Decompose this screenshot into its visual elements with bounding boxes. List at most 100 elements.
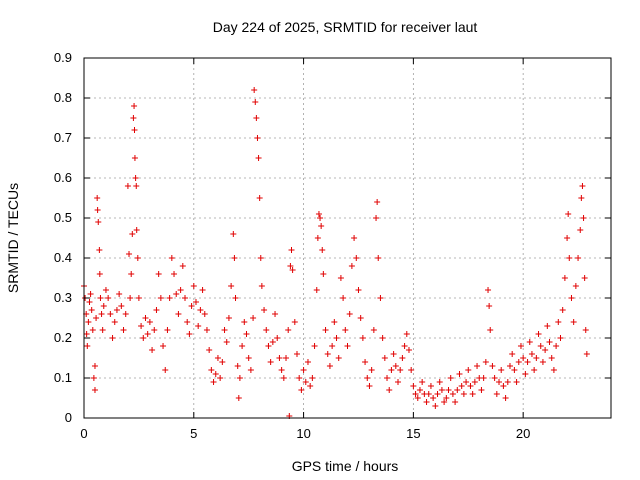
data-point [269, 339, 276, 345]
data-point [333, 335, 340, 341]
data-point [87, 291, 94, 297]
data-point [434, 391, 441, 397]
y-axis-label: SRMTID / TECUs [5, 183, 21, 293]
data-point [175, 311, 182, 317]
data-point [346, 311, 353, 317]
data-point [502, 395, 509, 401]
data-point [478, 387, 485, 393]
data-point [578, 195, 585, 201]
data-point [425, 391, 432, 397]
data-point [96, 247, 103, 253]
data-point [320, 271, 327, 277]
data-point [130, 115, 137, 121]
data-point [438, 387, 445, 393]
data-point [555, 319, 562, 325]
data-point [370, 327, 377, 333]
data-point [445, 387, 452, 393]
data-point [548, 355, 555, 361]
data-point [254, 135, 261, 141]
data-point [441, 399, 448, 405]
data-point [107, 311, 114, 317]
data-point [88, 307, 95, 313]
data-point [113, 307, 120, 313]
data-point [368, 367, 375, 373]
data-point [173, 291, 180, 297]
data-point [515, 359, 522, 365]
data-point [566, 255, 573, 261]
data-point [122, 311, 129, 317]
grid-lines [84, 58, 611, 418]
data-point [221, 327, 228, 333]
data-point [397, 367, 404, 373]
data-point [582, 327, 589, 333]
y-tick-label: 0.8 [54, 90, 72, 105]
data-point [168, 255, 175, 261]
data-point [524, 359, 531, 365]
data-point [192, 299, 199, 305]
data-point [487, 327, 494, 333]
y-tick-label: 0.5 [54, 210, 72, 225]
data-point [90, 375, 97, 381]
data-point [570, 319, 577, 325]
data-point [366, 383, 373, 389]
data-point [561, 275, 568, 281]
data-point [414, 395, 421, 401]
x-tick-label: 0 [80, 426, 87, 441]
x-axis-label: GPS time / hours [292, 458, 399, 474]
data-point [236, 375, 243, 381]
data-point [251, 87, 258, 93]
data-point [89, 327, 96, 333]
data-point [313, 287, 320, 293]
data-point [491, 375, 498, 381]
data-point [274, 335, 281, 341]
data-point [454, 387, 461, 393]
data-point [255, 155, 262, 161]
data-point [131, 155, 138, 161]
data-point [423, 399, 430, 405]
data-point [142, 315, 149, 321]
data-point [129, 231, 136, 237]
data-point [572, 283, 579, 289]
x-tick-label: 20 [516, 426, 530, 441]
data-point [116, 291, 123, 297]
data-point [533, 355, 540, 361]
data-point [131, 127, 138, 133]
x-tick-label: 15 [406, 426, 420, 441]
data-point [289, 267, 296, 273]
data-point [410, 383, 417, 389]
data-point [467, 383, 474, 389]
data-point [544, 323, 551, 329]
data-point [526, 339, 533, 345]
data-point [160, 343, 167, 349]
data-point [522, 371, 529, 377]
data-point [291, 319, 298, 325]
data-point [315, 211, 322, 217]
data-point [133, 227, 140, 233]
data-point [344, 343, 351, 349]
data-point [258, 283, 265, 289]
data-point [100, 303, 107, 309]
data-point [179, 263, 186, 269]
data-point [384, 375, 391, 381]
data-point [319, 247, 326, 253]
data-point [195, 323, 202, 329]
data-point [539, 359, 546, 365]
data-point [245, 355, 252, 361]
data-point [542, 347, 549, 353]
data-point [149, 347, 156, 353]
data-point [217, 375, 224, 381]
data-point [250, 315, 257, 321]
data-point [535, 331, 542, 337]
x-tick-label: 10 [296, 426, 310, 441]
data-point [331, 319, 338, 325]
data-point [96, 271, 103, 277]
data-point [511, 367, 518, 373]
data-point [509, 351, 516, 357]
data-point [546, 339, 553, 345]
data-point [118, 303, 125, 309]
y-tick-label: 0 [65, 410, 72, 425]
data-point [171, 271, 178, 277]
data-point [278, 367, 285, 373]
data-point [253, 115, 260, 121]
data-point [102, 287, 109, 293]
